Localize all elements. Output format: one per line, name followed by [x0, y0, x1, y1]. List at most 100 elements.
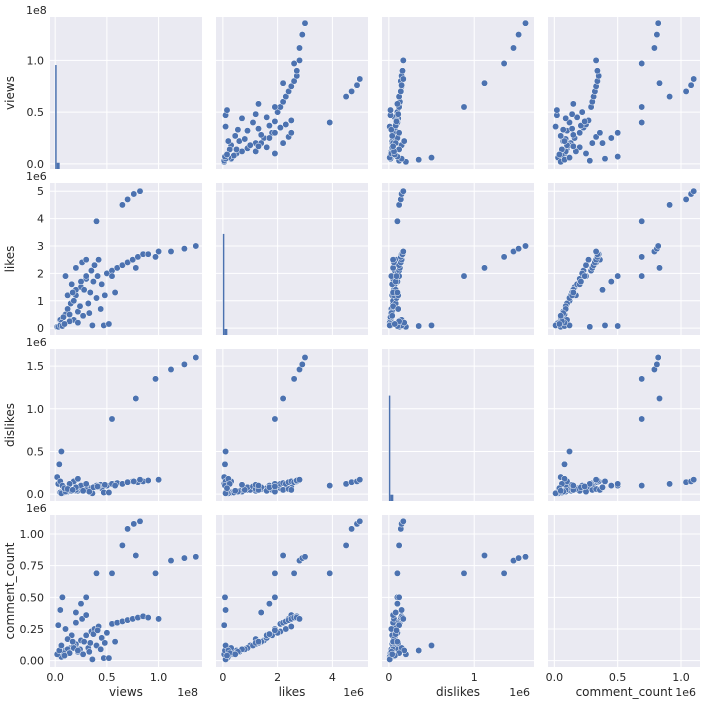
x-offset-label: 1e8	[177, 686, 198, 699]
scatter-point	[70, 297, 78, 305]
scatter-point	[301, 19, 309, 27]
scatter-point	[62, 625, 69, 633]
scatter-point	[223, 652, 231, 660]
scatter-point	[192, 553, 200, 561]
cell-likes-vs-views	[50, 183, 202, 335]
scatter-point	[666, 93, 674, 101]
scatter-point	[601, 155, 609, 163]
scatter-point	[599, 139, 606, 147]
scatter-point	[55, 460, 63, 468]
scatter-point	[656, 79, 663, 87]
scatter-point	[282, 121, 290, 128]
scatter-point	[348, 525, 356, 533]
scatter-point	[265, 630, 273, 638]
scatter-point	[400, 137, 408, 145]
cell-comment_count-vs-likes	[216, 515, 368, 667]
scatter-point	[569, 100, 577, 108]
scatter-point	[167, 248, 175, 255]
scatter-point	[638, 119, 646, 126]
scatter-point	[592, 56, 600, 64]
scatter-point	[638, 415, 646, 423]
y-axis-label-comment_count: comment_count	[3, 542, 17, 639]
scatter-point	[271, 129, 279, 137]
y-tick-label: 4	[37, 213, 44, 226]
scatter-point	[103, 629, 111, 637]
scatter-point	[124, 195, 132, 203]
scatter-point	[393, 100, 401, 108]
y-tick-label: 5	[37, 185, 44, 198]
y-tick-label: 1.0	[27, 403, 45, 416]
scatter-point	[249, 119, 257, 126]
scatter-point	[246, 141, 254, 149]
scatter-point	[223, 484, 231, 492]
scatter-point	[395, 129, 403, 137]
scatter-point	[356, 517, 364, 525]
histogram-bar	[224, 328, 228, 335]
scatter-point	[393, 626, 400, 634]
cell-likes-vs-dislikes	[382, 183, 534, 335]
scatter-point	[76, 302, 84, 310]
scatter-point	[569, 289, 577, 296]
scatter-point	[666, 201, 674, 209]
scatter-point	[255, 638, 262, 646]
cell-background	[50, 17, 202, 169]
scatter-point	[192, 242, 200, 250]
scatter-point	[582, 150, 590, 157]
scatter-point	[500, 569, 508, 577]
scatter-point	[222, 448, 230, 455]
scatter-point	[132, 552, 140, 559]
scatter-point	[682, 87, 690, 95]
scatter-point	[653, 360, 661, 368]
scatter-point	[581, 117, 589, 125]
scatter-point	[399, 75, 407, 83]
scatter-point	[241, 135, 249, 143]
scatter-point	[108, 272, 116, 280]
scatter-point	[82, 593, 90, 601]
scatter-point	[588, 139, 596, 147]
scatter-point	[95, 256, 103, 264]
cell-dislikes-vs-comment_count	[548, 349, 700, 501]
scatter-point	[638, 103, 646, 111]
scatter-point	[124, 478, 132, 486]
scatter-point	[144, 614, 152, 622]
scatter-point	[77, 278, 85, 286]
x-axis-label-views: views	[109, 685, 143, 699]
cell-background	[216, 515, 368, 667]
cell-background	[50, 349, 202, 501]
scatter-point	[265, 122, 273, 130]
scatter-point	[599, 483, 606, 491]
scatter-point	[389, 256, 397, 264]
scatter-point	[687, 81, 695, 89]
y-tick-label: 0.00	[20, 655, 45, 668]
scatter-point	[394, 110, 402, 118]
scatter-point	[638, 217, 646, 225]
cell-views-vs-views	[50, 17, 202, 169]
scatter-point	[666, 480, 674, 488]
scatter-point	[124, 525, 132, 533]
scatter-point	[82, 480, 90, 488]
scatter-point	[394, 305, 402, 313]
y-offset-label: 1e6	[26, 502, 47, 515]
x-tick-label: 4	[329, 671, 336, 684]
scatter-point	[221, 460, 229, 468]
x-tick-label: 0.0	[546, 671, 564, 684]
scatter-point	[192, 354, 200, 361]
scatter-point	[167, 366, 175, 373]
scatter-point	[105, 654, 113, 662]
scatter-point	[428, 321, 435, 329]
y-tick-label: 1.00	[20, 528, 45, 541]
scatter-point	[393, 638, 401, 646]
cell-background	[382, 349, 534, 501]
scatter-point	[296, 476, 303, 484]
scatter-point	[68, 280, 76, 288]
scatter-point	[74, 475, 82, 483]
x-tick-label: 1.0	[672, 671, 690, 684]
scatter-point	[399, 187, 407, 195]
cell-comment_count-vs-dislikes	[382, 515, 534, 667]
x-offset-label: 1e6	[675, 686, 696, 699]
scatter-point	[271, 415, 279, 423]
scatter-point	[391, 320, 399, 328]
scatter-point	[220, 621, 228, 629]
scatter-point	[654, 242, 662, 250]
